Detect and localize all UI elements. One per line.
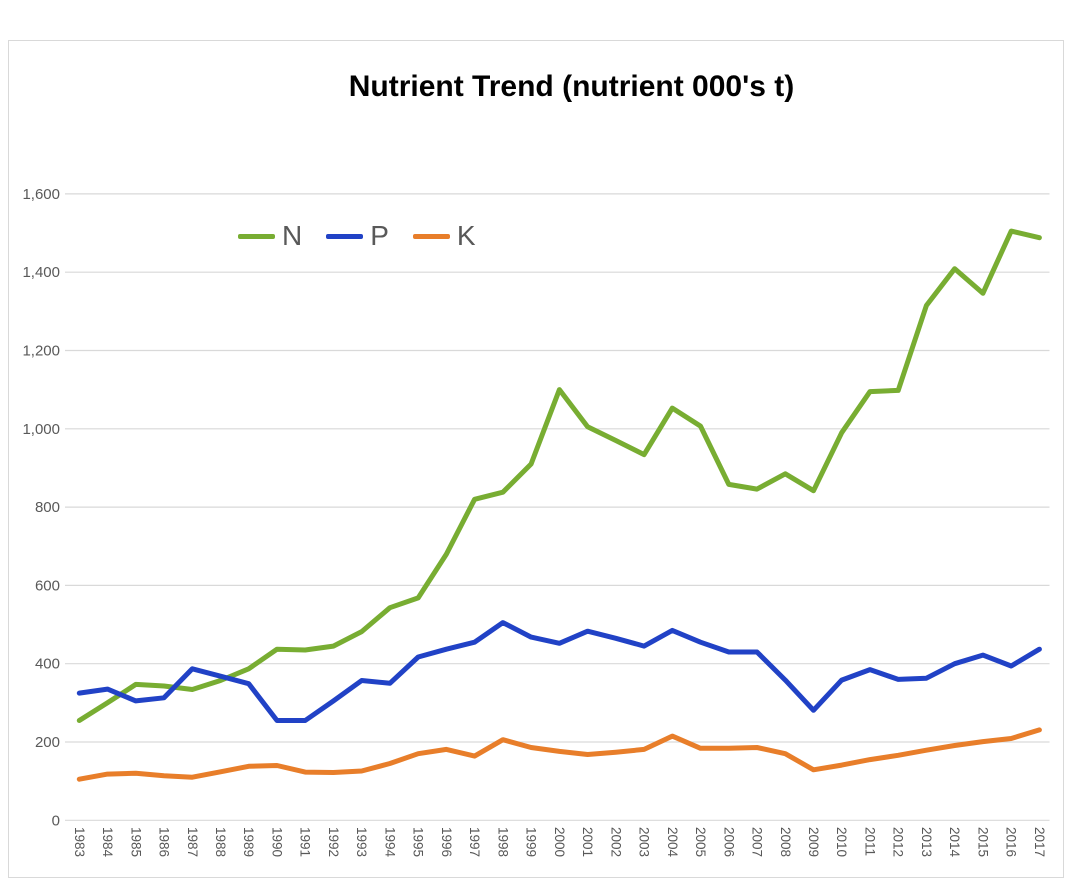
x-tick-label-1989: 1989 xyxy=(241,827,256,857)
x-tick-label-2016: 2016 xyxy=(1004,827,1019,857)
x-tick-label-2012: 2012 xyxy=(891,827,906,857)
x-tick-label-1996: 1996 xyxy=(439,827,454,857)
x-tick-label-1990: 1990 xyxy=(269,827,284,857)
series-line-P xyxy=(76,620,1042,723)
y-tick-label-400: 400 xyxy=(35,656,60,673)
x-tick-label-2014: 2014 xyxy=(947,827,962,858)
x-tick-label-2013: 2013 xyxy=(919,827,934,857)
x-tick-label-1986: 1986 xyxy=(157,827,172,857)
legend-item-p: P xyxy=(326,220,389,252)
x-tick-label-1992: 1992 xyxy=(326,827,341,857)
x-tick-label-2008: 2008 xyxy=(778,827,793,857)
legend-item-n: N xyxy=(238,220,302,252)
x-tick-label-1983: 1983 xyxy=(72,827,87,857)
y-tick-label-800: 800 xyxy=(35,499,60,516)
x-tick-label-2005: 2005 xyxy=(693,827,708,857)
legend: N P K xyxy=(238,220,476,252)
legend-label-p: P xyxy=(370,220,389,251)
y-tick-label-1000: 1,000 xyxy=(22,421,60,438)
x-tick-label-2017: 2017 xyxy=(1032,827,1047,857)
x-tick-label-2002: 2002 xyxy=(608,827,623,857)
chart-title: Nutrient Trend (nutrient 000's t) xyxy=(348,70,795,103)
x-tick-label-1993: 1993 xyxy=(354,827,369,857)
y-tick-label-1600: 1,600 xyxy=(22,186,60,203)
x-tick-label-2010: 2010 xyxy=(834,827,849,857)
legend-dash-p-icon xyxy=(326,233,364,239)
x-tick-label-1994: 1994 xyxy=(382,827,397,858)
y-tick-label-200: 200 xyxy=(35,734,60,751)
x-tick-label-2009: 2009 xyxy=(806,827,821,857)
x-tick-label-2011: 2011 xyxy=(862,827,877,856)
x-tick-label-1999: 1999 xyxy=(524,827,539,857)
x-tick-label-2001: 2001 xyxy=(580,827,595,857)
series-line-K xyxy=(76,727,1042,782)
x-tick-label-2006: 2006 xyxy=(721,827,736,857)
x-tick-label-1985: 1985 xyxy=(128,827,143,857)
x-tick-label-1998: 1998 xyxy=(495,827,510,857)
x-tick-label-2004: 2004 xyxy=(665,827,680,858)
y-tick-label-600: 600 xyxy=(35,577,60,594)
chart-frame xyxy=(8,40,1064,878)
x-tick-label-2003: 2003 xyxy=(637,827,652,857)
x-tick-label-2007: 2007 xyxy=(750,827,765,857)
legend-label-n: N xyxy=(282,220,303,251)
x-tick-label-1995: 1995 xyxy=(411,827,426,857)
x-tick-label-1997: 1997 xyxy=(467,827,482,857)
x-tick-label-1991: 1991 xyxy=(298,827,313,857)
x-tick-label-1984: 1984 xyxy=(100,827,115,858)
legend-item-k: K xyxy=(412,220,476,252)
series-line-N xyxy=(76,228,1042,723)
legend-label-k: K xyxy=(456,220,476,251)
x-tick-label-2015: 2015 xyxy=(975,827,990,857)
y-tick-label-1400: 1,400 xyxy=(22,264,60,281)
y-tick-label-0: 0 xyxy=(52,812,60,829)
x-tick-label-1987: 1987 xyxy=(185,827,200,857)
y-tick-label-1200: 1,200 xyxy=(22,343,60,360)
legend-dash-n-icon xyxy=(238,233,275,239)
x-tick-label-2000: 2000 xyxy=(552,827,567,857)
legend-dash-k-icon xyxy=(412,233,450,239)
x-tick-label-1988: 1988 xyxy=(213,827,228,857)
